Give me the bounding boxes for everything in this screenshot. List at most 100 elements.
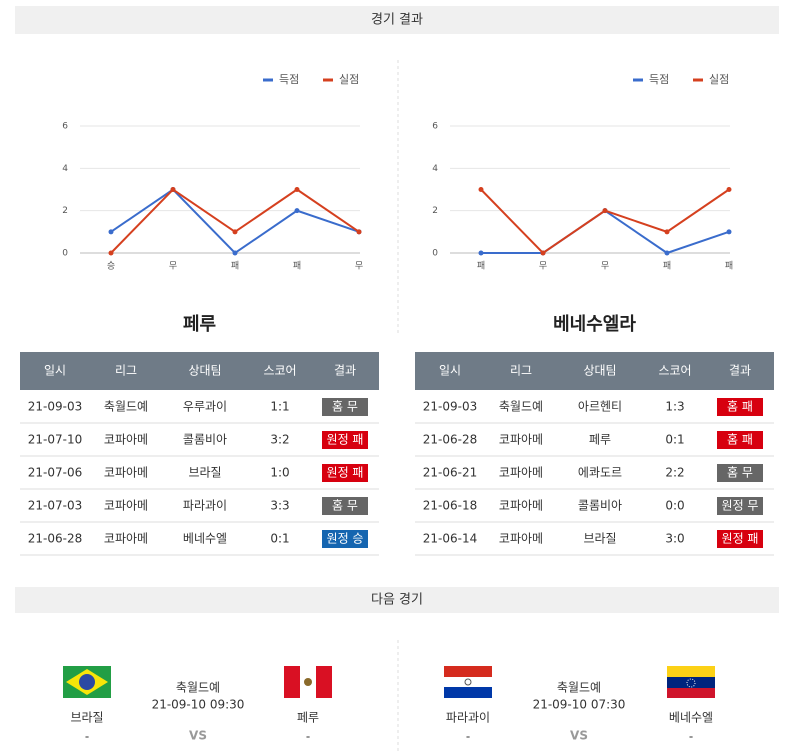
point: [478, 250, 484, 256]
legend-label: 실점: [709, 73, 729, 86]
table-cell: 브라질: [188, 466, 221, 480]
result-text: 원정 무: [722, 499, 759, 513]
x-tick-label: 승: [107, 261, 115, 272]
x-tick-label: 패: [293, 261, 301, 272]
home-team: 브라질: [70, 711, 103, 725]
y-tick-label: 0: [62, 249, 68, 259]
result-badge: [322, 464, 368, 482]
result-badge: [322, 398, 368, 416]
result-text: 홈 패: [727, 400, 753, 414]
point: [232, 229, 238, 235]
column-header: 결과: [729, 364, 751, 378]
result-text: 원정 패: [327, 466, 364, 480]
column-header: 스코어: [658, 364, 691, 378]
point: [356, 229, 362, 235]
y-tick-label: 6: [62, 122, 68, 132]
table-cell: 콜롬비아: [578, 499, 622, 513]
section-title: 경기 결과: [371, 13, 423, 28]
column-header: 스코어: [263, 364, 296, 378]
table-cell: 브라질: [583, 532, 616, 546]
table-cell: 3:2: [270, 433, 289, 447]
x-tick-label: 무: [601, 261, 609, 272]
vs: VS: [189, 729, 207, 743]
home-team: 파라과이: [446, 711, 490, 725]
table-cell: 코파아메: [499, 466, 543, 480]
table-cell: 21-06-28: [423, 433, 477, 447]
column-header: 상대팀: [188, 364, 221, 378]
x-tick-label: 패: [663, 261, 671, 272]
legend-label: 실점: [339, 73, 359, 86]
result-badge: [717, 398, 763, 416]
result-text: 홈 무: [727, 466, 753, 480]
table-cell: 21-06-28: [28, 532, 82, 546]
result-badge: [322, 431, 368, 449]
column-header: 일시: [44, 364, 66, 378]
point: [726, 187, 732, 192]
result-text: 홈 무: [332, 499, 358, 513]
team-name: 베네수엘라: [553, 314, 636, 335]
table-cell: 코파아메: [104, 499, 148, 513]
x-tick-label: 무: [539, 261, 547, 272]
vs: VS: [570, 729, 588, 743]
result-text: 원정 패: [327, 433, 364, 447]
away-team: 베네수엘: [669, 711, 713, 725]
table-cell: 21-06-21: [423, 466, 477, 480]
home-score: -: [85, 730, 89, 744]
point: [108, 229, 114, 235]
x-tick-label: 무: [355, 261, 363, 272]
table-cell: 0:1: [270, 532, 289, 546]
flag-brazil: [63, 666, 111, 698]
result-badge: [322, 530, 368, 548]
table-cell: 1:0: [270, 466, 289, 480]
table-cell: 코파아메: [499, 433, 543, 447]
point: [726, 229, 732, 235]
point: [478, 187, 484, 192]
section-bar: [15, 587, 779, 613]
table-cell: 21-06-18: [423, 499, 477, 513]
team-name: 페루: [183, 314, 216, 335]
point: [108, 250, 114, 256]
y-tick-label: 4: [62, 164, 68, 174]
column-header: 리그: [510, 364, 532, 378]
table-cell: 축월드예: [104, 400, 148, 414]
legend-label: 득점: [279, 73, 299, 86]
table-cell: 콜롬비아: [183, 433, 227, 447]
table-cell: 21-07-06: [28, 466, 82, 480]
y-tick-label: 4: [432, 164, 438, 174]
point: [540, 250, 546, 256]
home-score: -: [466, 730, 470, 744]
table-cell: 1:3: [665, 400, 684, 414]
series-line: [110, 188, 360, 254]
table-cell: 21-07-03: [28, 499, 82, 513]
table-cell: 베네수엘: [183, 532, 227, 546]
result-badge: [717, 530, 763, 548]
column-header: 리그: [115, 364, 137, 378]
table-cell: 파라과이: [183, 499, 227, 513]
table-cell: 21-09-03: [28, 400, 82, 414]
x-tick-label: 패: [725, 261, 733, 272]
table-cell: 코파아메: [104, 466, 148, 480]
y-tick-label: 0: [432, 249, 438, 259]
y-tick-label: 2: [62, 206, 68, 216]
table-cell: 21-07-10: [28, 433, 82, 447]
league: 축월드예: [557, 681, 601, 695]
legend-label: 득점: [649, 73, 669, 86]
table-cell: 21-09-03: [423, 400, 477, 414]
point: [294, 208, 300, 214]
table-cell: 코파아메: [499, 499, 543, 513]
y-tick-label: 2: [432, 206, 438, 216]
point: [294, 187, 300, 192]
away-score: -: [689, 730, 693, 744]
result-badge: [717, 431, 763, 449]
table-cell: 0:0: [665, 499, 684, 513]
table-cell: 코파아메: [499, 532, 543, 546]
y-tick-label: 6: [432, 122, 438, 132]
result-badge: [717, 497, 763, 515]
point: [232, 250, 238, 256]
result-badge: [717, 464, 763, 482]
flag-paraguay: [444, 666, 492, 698]
away-team: 페루: [297, 711, 319, 725]
table-cell: 0:1: [665, 433, 684, 447]
table-cell: 축월드예: [499, 400, 543, 414]
